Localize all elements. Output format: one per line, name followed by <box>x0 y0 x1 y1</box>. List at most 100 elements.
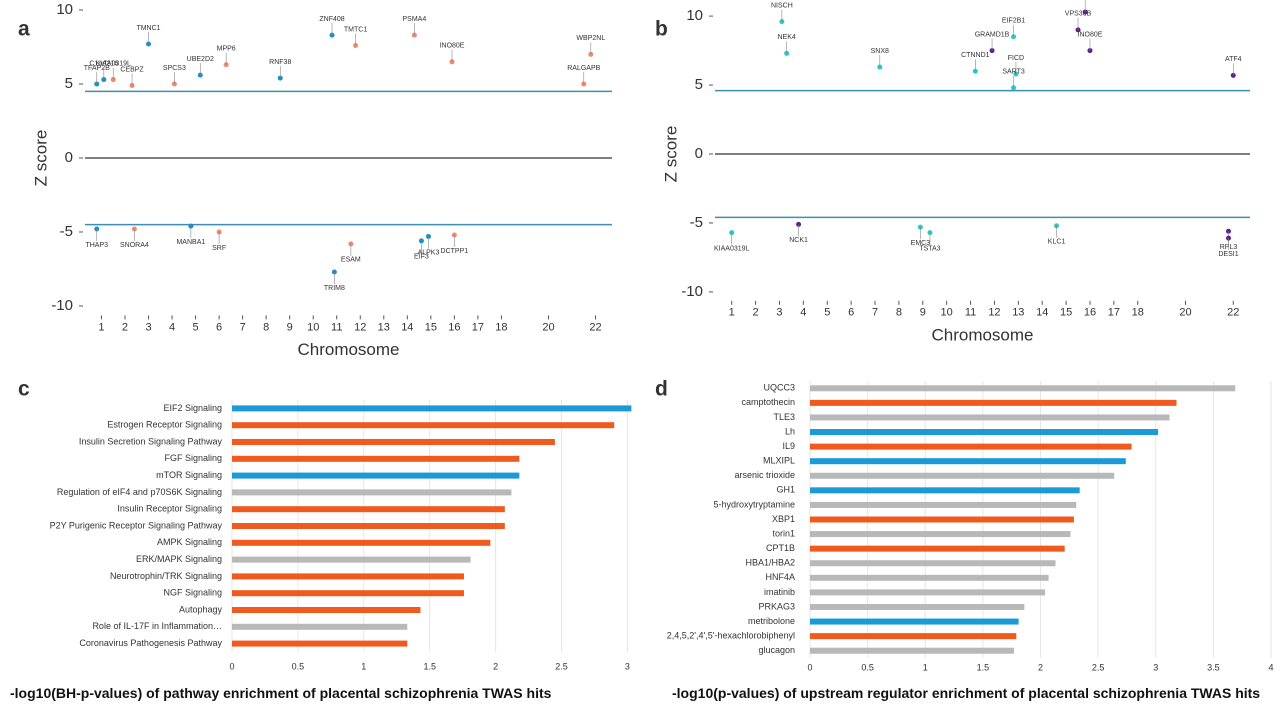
bar <box>232 422 615 429</box>
gene-label: INO80E <box>1078 31 1103 38</box>
x-tick-label: 1 <box>923 662 928 672</box>
y-tick-label: -5 <box>60 223 73 240</box>
bar <box>232 590 464 597</box>
x-tick-label: 3 <box>625 661 630 671</box>
gene-label: CTNND1 <box>961 52 989 59</box>
panel-letter: b <box>655 18 668 41</box>
y-tick-label: 0 <box>695 145 703 162</box>
bar <box>810 560 1056 567</box>
gene-label: KIAA0319L <box>96 60 132 67</box>
gene-label: TMNC1 <box>136 25 160 32</box>
y-axis-label: Z score <box>31 130 50 187</box>
bar <box>810 472 1115 479</box>
gene-label: ZNF408 <box>319 16 344 23</box>
x-tick-label: 4 <box>1268 662 1273 672</box>
category-label: FGF Signaling <box>164 453 222 463</box>
x-tick-label: 2 <box>753 307 759 319</box>
gene-label: ESAM <box>341 257 361 264</box>
category-label: Insulin Secretion Signaling Pathway <box>79 436 223 446</box>
x-tick-label: 10 <box>941 307 953 319</box>
gene-point <box>449 59 455 65</box>
y-tick-label: -10 <box>681 283 703 300</box>
category-label: HBA1/HBA2 <box>745 558 795 568</box>
gene-label: FICD <box>1008 55 1024 62</box>
gene-label: MANBA1 <box>176 239 205 246</box>
bar <box>810 618 1019 625</box>
x-tick-label: 8 <box>896 307 902 319</box>
x-tick-label: 0 <box>229 661 234 671</box>
x-tick-label: 1 <box>729 307 735 319</box>
x-tick-label: 10 <box>307 321 319 333</box>
bar <box>232 573 464 580</box>
bar <box>810 531 1071 538</box>
x-tick-label: 1.5 <box>423 661 436 671</box>
x-tick-label: 20 <box>1179 307 1191 319</box>
category-label: mTOR Signaling <box>156 470 222 480</box>
gene-label: MPP6 <box>217 46 236 53</box>
category-label: EIF2 Signaling <box>163 403 222 413</box>
x-tick-label: 1.5 <box>977 662 990 672</box>
category-label: 2,4,5,2',4',5'-hexachlorobiphenyl <box>667 631 795 641</box>
x-tick-label: 20 <box>542 321 554 333</box>
gene-label: SART3 <box>1002 69 1025 76</box>
gene-label: DESI1 <box>1218 251 1238 258</box>
x-tick-label: 16 <box>1084 307 1096 319</box>
x-tick-label: 2.5 <box>555 661 568 671</box>
category-label: glucagon <box>758 645 795 655</box>
bar <box>810 633 1017 640</box>
bar <box>810 516 1074 523</box>
x-tick-label: 11 <box>331 321 342 333</box>
y-tick-label: 5 <box>695 76 703 93</box>
gene-label: NISCH <box>771 2 793 9</box>
x-axis-label: Chromosome <box>297 340 399 359</box>
category-label: Insulin Receptor Signaling <box>117 504 222 514</box>
x-tick-label: 1 <box>361 661 366 671</box>
bar <box>810 429 1159 436</box>
category-label: IL9 <box>782 441 795 451</box>
x-tick-label: 12 <box>354 321 366 333</box>
x-tick-label: 13 <box>1012 307 1024 319</box>
x-tick-label: 5 <box>824 307 830 319</box>
gene-label: ALPK3 <box>418 249 440 256</box>
gene-label: KIAA0319L <box>714 245 750 252</box>
x-tick-label: 3 <box>1153 662 1158 672</box>
gene-label: RNF38 <box>269 59 291 66</box>
x-tick-label: 2 <box>493 661 498 671</box>
gene-label: UBE2D2 <box>187 56 214 63</box>
category-label: Regulation of eIF4 and p70S6K Signaling <box>57 487 222 497</box>
y-tick-label: 0 <box>65 149 73 166</box>
bar <box>232 623 408 630</box>
x-tick-label: 17 <box>1108 307 1120 319</box>
x-tick-label: 16 <box>448 321 460 333</box>
x-tick-label: 4 <box>800 307 806 319</box>
bar <box>232 405 632 412</box>
bar <box>810 458 1126 465</box>
category-label: PRKAG3 <box>758 601 795 611</box>
category-label: XBP1 <box>772 514 795 524</box>
bar <box>232 556 471 563</box>
gene-label: KLC1 <box>1048 239 1066 246</box>
gene-label: EIF2B1 <box>1002 18 1025 25</box>
category-label: AMPK Signaling <box>157 537 222 547</box>
x-tick-label: 7 <box>872 307 878 319</box>
gene-label: PSMA4 <box>403 16 427 23</box>
bar <box>232 489 512 496</box>
bar <box>232 472 520 479</box>
category-label: HNF4A <box>765 572 795 582</box>
gene-label: EMC3 <box>911 240 931 247</box>
panel-letter: c <box>18 378 30 401</box>
category-label: metribolone <box>748 616 795 626</box>
x-tick-label: 2 <box>1038 662 1043 672</box>
category-label: Role of IL-17F in Inflammation… <box>92 621 222 631</box>
gene-label: RALGAPB <box>567 65 600 72</box>
panel-d-title: -log10(p-values) of upstream regulator e… <box>672 685 1261 701</box>
bar <box>810 545 1065 552</box>
gene-label: TFAP2B <box>84 65 110 72</box>
gene-label: SPCS3 <box>163 65 186 72</box>
bar <box>810 487 1080 494</box>
category-label: NGF Signaling <box>163 588 222 598</box>
x-tick-label: 0.5 <box>292 661 305 671</box>
bar <box>810 385 1236 392</box>
x-tick-label: 3 <box>776 307 782 319</box>
